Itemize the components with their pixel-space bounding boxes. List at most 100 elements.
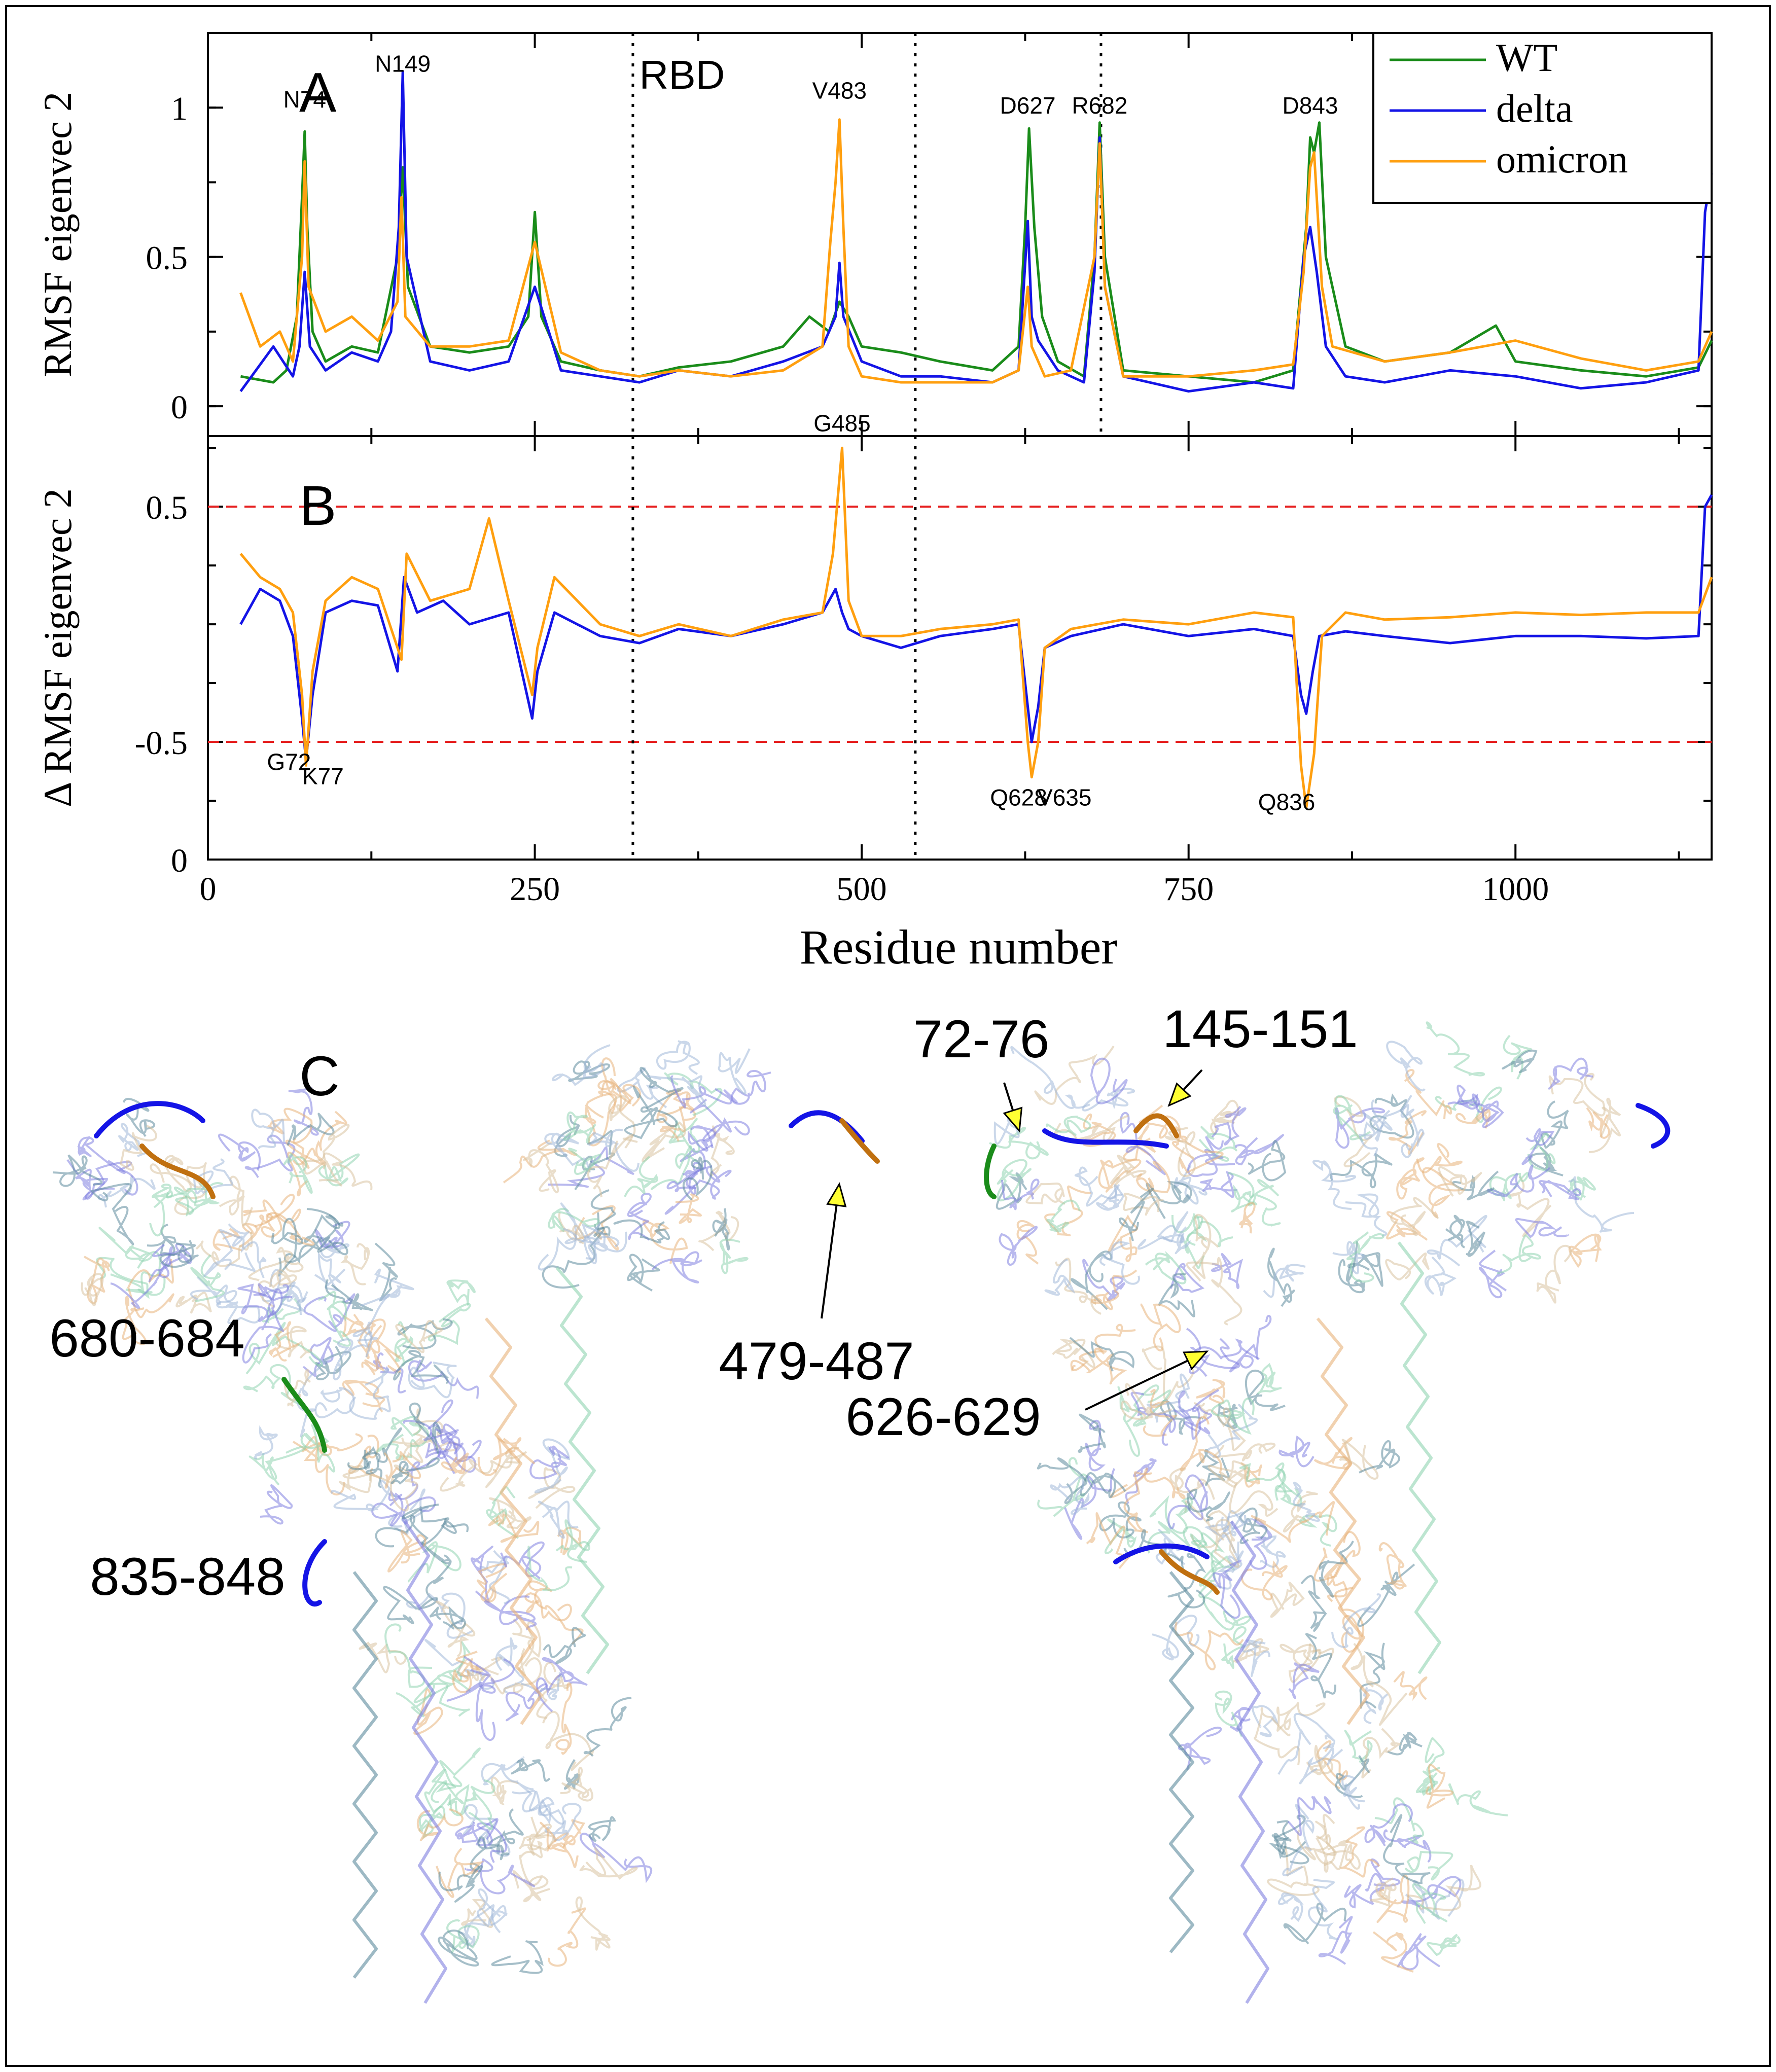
y-tick-label: 0.5 [146, 489, 188, 526]
structure-coil [361, 1340, 385, 1376]
structure-coil [1339, 1439, 1379, 1480]
peak-label: Q836 [1258, 789, 1316, 815]
structure-coil [374, 1268, 414, 1302]
structure-coil [1232, 1638, 1269, 1663]
structure-coil [446, 1279, 476, 1306]
region-annotation: 479-487 [719, 1332, 914, 1391]
x-axis-title: Residue number [800, 920, 1118, 974]
structure-coil [1120, 1383, 1172, 1420]
structure-coil [166, 1182, 223, 1217]
structure-coil [296, 1353, 335, 1438]
structure-coil [488, 1808, 524, 1854]
structure-coil [1341, 1775, 1365, 1810]
structure-coil [588, 1128, 640, 1172]
peak-label: Q628 [990, 784, 1047, 810]
structure-coil [242, 1310, 285, 1364]
panel-label-c: C [299, 1045, 339, 1108]
structure-coil [1170, 1263, 1205, 1293]
structure-coil [484, 1595, 537, 1631]
helix [403, 1520, 447, 2004]
structure-coil [413, 1688, 444, 1735]
structure-coil [1502, 1049, 1538, 1074]
structure-coil [418, 1806, 446, 1839]
structure-coil [1257, 1363, 1282, 1395]
structure-coil [1202, 1596, 1251, 1631]
structure-coil [1389, 1110, 1427, 1155]
structure-coil [349, 1368, 391, 1420]
structure-coil [522, 1141, 559, 1194]
structure-coil [465, 1857, 536, 1895]
structure-coil [1363, 1687, 1389, 1724]
structure-coil [1277, 1892, 1304, 1922]
structure-coil [1536, 1244, 1572, 1304]
structure-coil [1372, 1931, 1414, 1973]
structure-coil [1180, 1416, 1222, 1474]
structure-coil [120, 1296, 147, 1345]
structure-coil [1213, 1559, 1242, 1619]
structure-coil [575, 1896, 611, 1951]
structure-coil [1387, 1732, 1423, 1756]
structure-coil [712, 1208, 730, 1251]
structure-coil [1174, 1126, 1224, 1174]
structure-coil [1099, 1501, 1142, 1539]
structure-coil [1143, 1388, 1178, 1437]
structure-coil [1239, 1202, 1256, 1234]
structure-coil [1344, 1730, 1373, 1763]
structure-coil [1529, 1147, 1564, 1176]
structure-coil [470, 1546, 493, 1603]
structure-coil [1263, 1264, 1306, 1298]
structure-coil [239, 1194, 295, 1247]
series-line-omicron [239, 446, 1713, 809]
structure-coil [283, 1208, 341, 1264]
structure-coil [527, 1546, 573, 1591]
structure-coil [302, 1124, 350, 1175]
structure-coil [485, 1447, 527, 1488]
structure-coil [152, 1243, 192, 1278]
legend-box [1372, 32, 1713, 204]
structure-coil [1548, 1057, 1593, 1090]
structure-coil [390, 1457, 440, 1485]
structure-coil [1278, 1435, 1315, 1468]
chart-panel-a: 0 0.5 1 N74 N149 V483 D627 R682 D843 RMSF eigenve… [35, 32, 1713, 437]
structure-coil [458, 1904, 501, 1947]
highlighted-loop [281, 1377, 327, 1453]
structure-coil [1400, 1094, 1425, 1158]
structure-coil [1478, 1249, 1507, 1299]
structure-coil [1215, 1690, 1242, 1737]
structure-coil [997, 1159, 1032, 1202]
structure-coil [1397, 1933, 1441, 1971]
structure-coil [254, 1425, 278, 1459]
structure-coil [1299, 1741, 1343, 1784]
arrow-head [826, 1182, 847, 1207]
structure-coil [552, 1044, 611, 1086]
structure-coil [1383, 1814, 1431, 1884]
structure-coil [435, 1600, 476, 1657]
structure-coil [999, 1226, 1038, 1266]
highlighted-loop [302, 1539, 327, 1606]
structure-coil [1140, 1303, 1181, 1351]
structure-coil [1346, 1231, 1384, 1283]
structure-coil [1335, 1755, 1370, 1798]
structure-coil [444, 1782, 470, 1816]
structure-coil [1211, 1253, 1244, 1289]
structure-coil [588, 1816, 617, 1842]
structure-coil [119, 1125, 157, 1171]
structure-coil [1292, 1481, 1320, 1522]
helix [1169, 1571, 1194, 1953]
structure-coil [283, 1152, 313, 1194]
arrow-line [821, 1184, 840, 1319]
structure-coil [446, 1658, 515, 1702]
structure-coil [1071, 1251, 1113, 1310]
peak-label: G485 [813, 410, 871, 437]
structure-coil [1082, 1259, 1125, 1301]
structure-coil [1270, 1582, 1305, 1618]
structure-coil [555, 1519, 590, 1563]
structure-coil [470, 1836, 509, 1871]
structure-coil [1251, 1501, 1335, 1543]
structure-coil [598, 1078, 641, 1115]
structure-coil [1034, 1045, 1115, 1105]
structure-coil [408, 1362, 457, 1399]
structure-coil [519, 1824, 552, 1886]
structure-coil [730, 1069, 771, 1105]
